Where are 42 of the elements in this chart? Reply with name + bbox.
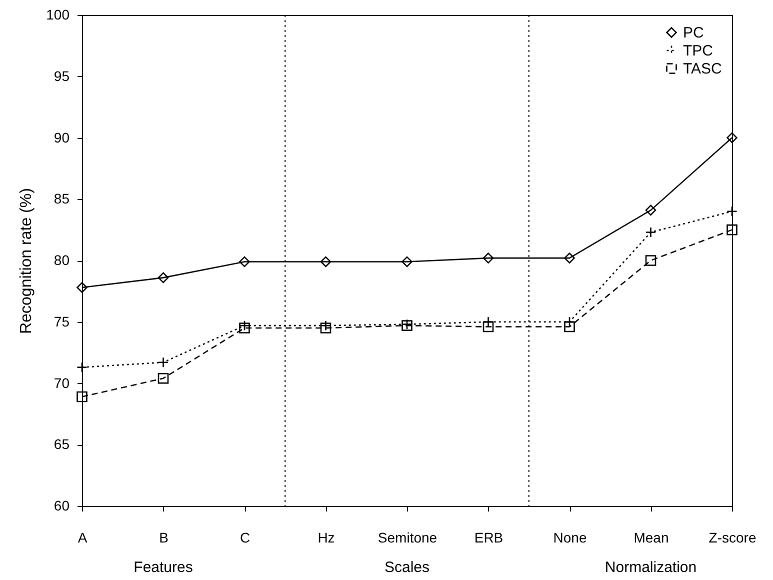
legend-label: TPC — [683, 42, 714, 60]
x-tick-label: Semitone — [378, 530, 438, 546]
text: Scales — [384, 559, 430, 576]
point — [482, 321, 494, 332]
point — [726, 132, 738, 144]
y-tick-label: 100 — [46, 6, 70, 22]
text: Features — [134, 559, 193, 576]
point — [239, 256, 250, 268]
point — [726, 224, 738, 236]
point — [645, 255, 656, 266]
point — [76, 282, 88, 293]
y-tick-label: 75 — [54, 313, 70, 330]
point — [320, 322, 332, 334]
x-tick-label: ERB — [474, 530, 504, 546]
legend-label: TASC — [683, 60, 722, 78]
x-tick-label: Hz — [318, 530, 335, 546]
legend-label: PC — [683, 24, 704, 42]
point — [645, 204, 656, 216]
y-tick-label: 70 — [54, 374, 70, 391]
point — [402, 256, 412, 268]
point — [564, 252, 575, 264]
y-tick-label: 90 — [54, 129, 70, 146]
point — [158, 272, 169, 284]
y-tick-label: 80 — [54, 252, 70, 268]
x-tick-label: None — [553, 530, 587, 546]
point — [320, 256, 332, 268]
y-tick-label: 85 — [54, 190, 70, 207]
x-tick-label: Mean — [634, 530, 669, 546]
y-tick-label: 95 — [54, 68, 70, 84]
x-tick-label: C — [240, 530, 250, 546]
y-axis-title: Recognition rate (%) — [18, 188, 36, 334]
y-tick-label: 65 — [54, 436, 70, 452]
y-tick-label: 60 — [54, 498, 70, 514]
point — [564, 321, 575, 332]
point — [76, 391, 88, 402]
point — [158, 372, 169, 384]
x-tick-label: Z-score — [708, 530, 756, 546]
x-tick-label: B — [159, 530, 168, 546]
point — [239, 322, 250, 334]
x-tick-label: A — [78, 530, 88, 546]
point — [482, 252, 494, 264]
text: Normalization — [604, 559, 697, 576]
